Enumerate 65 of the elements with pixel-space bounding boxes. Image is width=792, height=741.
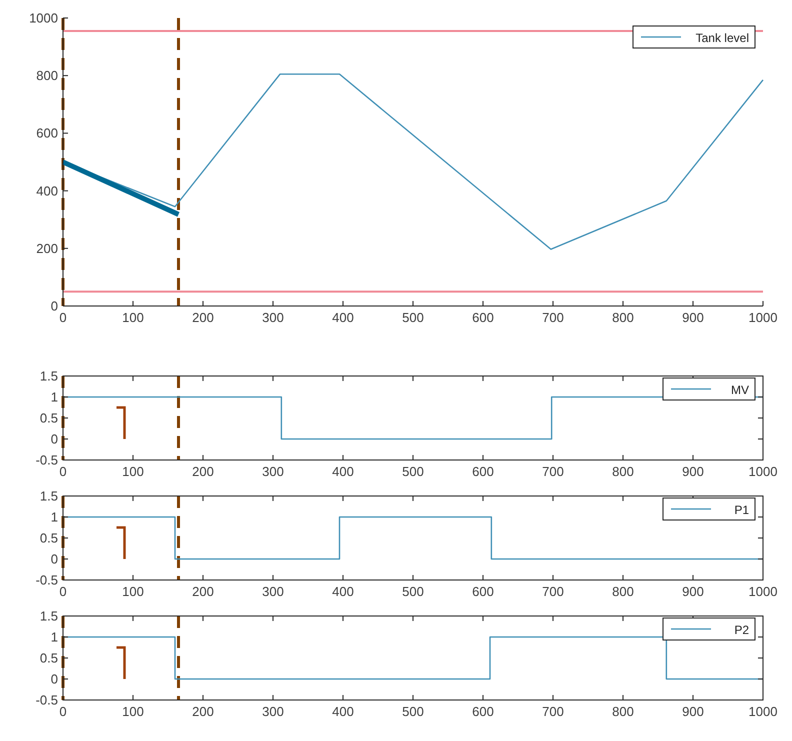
x-tick-label: 100 bbox=[122, 584, 144, 599]
x-tick-label: 200 bbox=[192, 464, 214, 479]
y-tick-label: 0 bbox=[50, 298, 58, 314]
x-tick-label: 600 bbox=[472, 584, 494, 599]
x-tick-label: 700 bbox=[542, 584, 564, 599]
x-tick-label: 300 bbox=[262, 464, 284, 479]
x-tick-label: 800 bbox=[612, 704, 634, 719]
y-tick-label: -0.5 bbox=[36, 452, 58, 468]
x-tick-label: 1000 bbox=[748, 584, 778, 599]
x-tick-label: 100 bbox=[122, 464, 144, 479]
y-tick-label: -0.5 bbox=[36, 572, 58, 588]
x-tick-label: 800 bbox=[612, 310, 634, 325]
x-tick-label: 500 bbox=[402, 310, 424, 325]
y-tick-label: 1.5 bbox=[40, 488, 58, 504]
x-tick-label: 300 bbox=[262, 584, 284, 599]
y-tick-label: 1 bbox=[50, 630, 58, 644]
y-tick-label: 1 bbox=[50, 390, 58, 404]
x-tick-label: 100 bbox=[122, 704, 144, 719]
x-tick-label: 1000 bbox=[748, 464, 778, 479]
legend-label: MV bbox=[731, 383, 749, 397]
x-tick-label: 700 bbox=[542, 704, 564, 719]
x-tick-label: 800 bbox=[612, 584, 634, 599]
y-tick-label: 0 bbox=[50, 672, 58, 686]
legend-label: Tank level bbox=[696, 31, 749, 45]
y-tick-label: 0.5 bbox=[40, 650, 58, 666]
x-tick-label: 400 bbox=[332, 310, 354, 325]
x-tick-label: 200 bbox=[192, 584, 214, 599]
x-tick-label: 600 bbox=[472, 464, 494, 479]
x-tick-label: 500 bbox=[402, 584, 424, 599]
x-tick-label: 900 bbox=[682, 704, 704, 719]
x-tick-label: 700 bbox=[542, 310, 564, 325]
x-tick-label: 200 bbox=[192, 310, 214, 325]
legend-label: P2 bbox=[734, 623, 750, 637]
x-tick-label: 900 bbox=[682, 584, 704, 599]
x-tick-label: 100 bbox=[122, 310, 144, 325]
x-tick-label: 900 bbox=[682, 310, 704, 325]
x-tick-label: 900 bbox=[682, 464, 704, 479]
y-tick-label: 0.5 bbox=[40, 530, 58, 546]
y-tick-label: 0 bbox=[50, 432, 58, 446]
y-tick-label: 1.5 bbox=[40, 368, 58, 384]
y-tick-label: 200 bbox=[36, 240, 58, 256]
x-tick-label: 400 bbox=[332, 584, 354, 599]
legend-label: P1 bbox=[734, 503, 750, 517]
y-tick-label: 1.5 bbox=[40, 608, 58, 624]
y-tick-label: 0 bbox=[50, 552, 58, 566]
y-tick-label: 800 bbox=[36, 68, 58, 84]
x-tick-label: 1000 bbox=[748, 310, 778, 325]
x-tick-label: 1000 bbox=[748, 704, 778, 719]
x-tick-label: 800 bbox=[612, 464, 634, 479]
x-tick-label: 600 bbox=[472, 704, 494, 719]
x-tick-label: 500 bbox=[402, 704, 424, 719]
x-tick-label: 300 bbox=[262, 310, 284, 325]
x-tick-label: 600 bbox=[472, 310, 494, 325]
y-tick-label: -0.5 bbox=[36, 692, 58, 708]
y-tick-label: 600 bbox=[36, 126, 58, 141]
x-tick-label: 400 bbox=[332, 704, 354, 719]
y-tick-label: 0.5 bbox=[40, 410, 58, 426]
y-tick-label: 1000 bbox=[29, 10, 58, 26]
x-tick-label: 300 bbox=[262, 704, 284, 719]
x-tick-label: 500 bbox=[402, 464, 424, 479]
x-tick-label: 200 bbox=[192, 704, 214, 719]
x-tick-label: 700 bbox=[542, 464, 564, 479]
x-tick-label: 400 bbox=[332, 464, 354, 479]
y-tick-label: 400 bbox=[36, 183, 58, 198]
y-tick-label: 1 bbox=[50, 510, 58, 524]
